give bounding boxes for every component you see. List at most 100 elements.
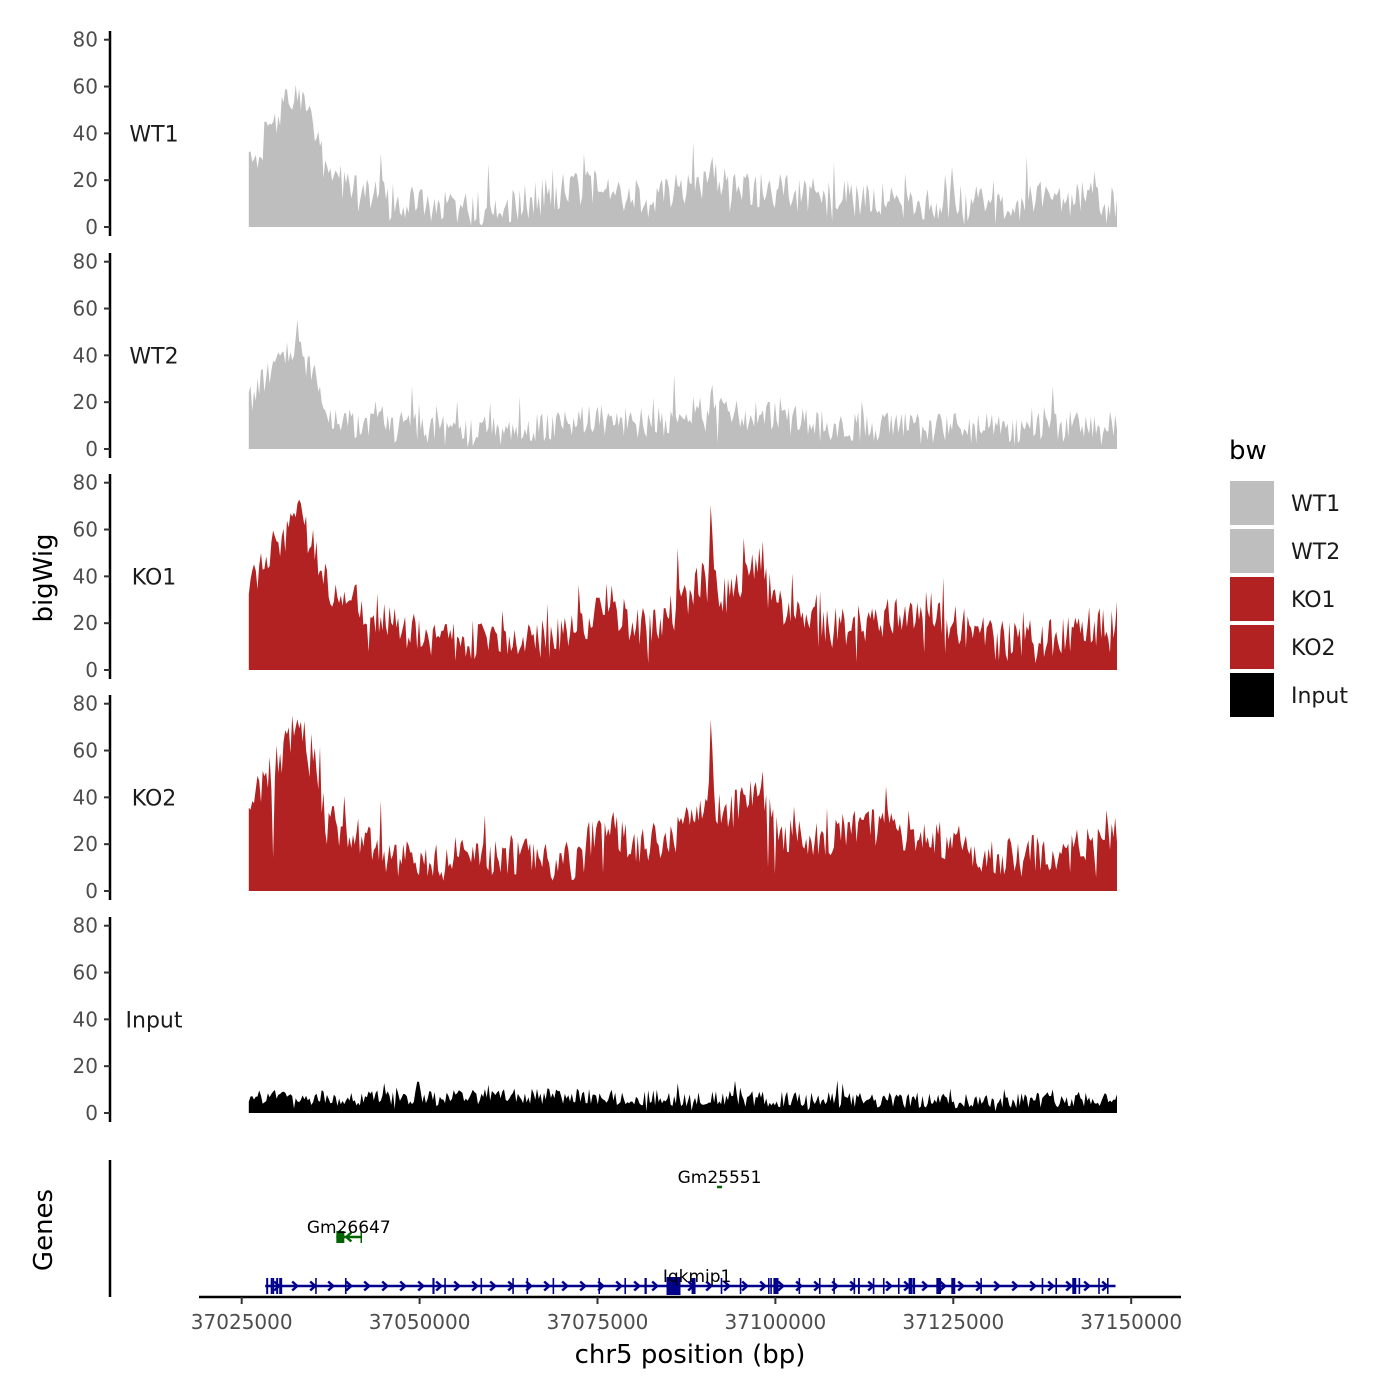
strand-arrow bbox=[1065, 1280, 1074, 1292]
legend-swatch-wt2 bbox=[1230, 529, 1274, 573]
strand-arrow bbox=[705, 1280, 714, 1292]
gene-label: Gm25551 bbox=[678, 1168, 762, 1188]
signal-area-ko1 bbox=[248, 499, 1118, 670]
strand-arrow bbox=[363, 1280, 372, 1292]
y-tick-label: 40 bbox=[73, 121, 98, 145]
x-tick-label: 37150000 bbox=[1080, 1310, 1182, 1334]
strand-arrow bbox=[993, 1280, 1002, 1292]
strand-arrow bbox=[795, 1280, 804, 1292]
gene-iqkmip1: Iqkmip1 bbox=[265, 1267, 1116, 1295]
strand-arrow bbox=[1029, 1280, 1038, 1292]
track-panel-wt1: 0 20 40 60 80 WT1 bbox=[73, 28, 1118, 239]
y-tick-label: 60 bbox=[73, 297, 98, 321]
exon-block bbox=[908, 1278, 913, 1294]
y-tick-label: 40 bbox=[73, 564, 98, 588]
strand-arrow bbox=[345, 1280, 354, 1292]
y-tick-label: 80 bbox=[73, 692, 98, 716]
track-panel-input: 0 20 40 60 80 Input bbox=[73, 914, 1118, 1125]
y-tick-label: 20 bbox=[73, 832, 98, 856]
legend-swatch-ko2 bbox=[1230, 625, 1274, 669]
exon-block bbox=[691, 1278, 696, 1294]
y-tick-label: 40 bbox=[73, 1007, 98, 1031]
strand-arrow bbox=[561, 1280, 570, 1292]
y-tick-label: 20 bbox=[73, 168, 98, 192]
y-tick-label: 60 bbox=[73, 739, 98, 763]
exon-block bbox=[951, 1278, 956, 1294]
y-tick-label: 60 bbox=[73, 518, 98, 542]
strand-arrow bbox=[471, 1280, 480, 1292]
strand-arrow bbox=[651, 1280, 660, 1292]
legend-swatch-ko1 bbox=[1230, 577, 1274, 621]
y-tick-label: 40 bbox=[73, 785, 98, 809]
exon-block bbox=[666, 1277, 681, 1295]
y-tick-label: 0 bbox=[85, 215, 98, 239]
exon-block bbox=[336, 1231, 345, 1243]
strand-arrow bbox=[399, 1280, 408, 1292]
legend: bw WT1 WT2 KO1 KO2 Input bbox=[1229, 436, 1348, 717]
genes-layer: 37025000 37050000 37075000 37100000 37125000… bbox=[108, 1160, 1182, 1334]
legend-label-wt2: WT2 bbox=[1291, 540, 1340, 565]
y-tick-label: 60 bbox=[73, 961, 98, 985]
strand-arrow bbox=[849, 1280, 858, 1292]
gene-gm26647: Gm26647 bbox=[307, 1218, 391, 1243]
track-label-wt1: WT1 bbox=[129, 122, 178, 147]
strand-arrow bbox=[633, 1280, 642, 1292]
strand-arrow bbox=[489, 1280, 498, 1292]
legend-title: bw bbox=[1229, 436, 1267, 466]
legend-swatch-wt1 bbox=[1230, 481, 1274, 525]
strand-arrow bbox=[939, 1280, 948, 1292]
strand-arrow bbox=[777, 1280, 786, 1292]
y-tick-label: 20 bbox=[73, 390, 98, 414]
exon-block bbox=[1072, 1278, 1077, 1294]
strand-arrow bbox=[1047, 1280, 1056, 1292]
x-tick-label: 37100000 bbox=[724, 1310, 826, 1334]
track-label-wt2: WT2 bbox=[129, 344, 178, 369]
track-label-ko2: KO2 bbox=[132, 786, 177, 811]
strand-arrow bbox=[579, 1280, 588, 1292]
exon-block bbox=[937, 1278, 942, 1294]
track-panel-ko2: 0 20 40 60 80 KO2 bbox=[73, 692, 1118, 903]
y-tick-label: 80 bbox=[73, 250, 98, 274]
strand-arrow bbox=[615, 1280, 624, 1292]
y-tick-label: 60 bbox=[73, 75, 98, 99]
strand-arrow bbox=[1011, 1280, 1020, 1292]
strand-arrow bbox=[327, 1280, 336, 1292]
legend-label-input: Input bbox=[1291, 684, 1348, 709]
strand-arrow bbox=[957, 1280, 966, 1292]
track-panel-wt2: 0 20 40 60 80 WT2 bbox=[73, 250, 1118, 461]
strand-arrow bbox=[273, 1280, 282, 1292]
strand-arrow bbox=[453, 1280, 462, 1292]
x-tick-label: 37025000 bbox=[191, 1310, 293, 1334]
y-tick-label: 0 bbox=[85, 658, 98, 682]
signal-area-wt2 bbox=[248, 319, 1118, 449]
y-tick-label: 0 bbox=[85, 437, 98, 461]
y-tick-label: 40 bbox=[73, 343, 98, 367]
tracks-layer: 0 20 40 60 80 WT1 0 20 40 60 80 WT2 0 20 40 60 80 KO1 0 20 4… bbox=[73, 28, 1118, 1125]
strand-arrow bbox=[435, 1280, 444, 1292]
track-panel-ko1: 0 20 40 60 80 KO1 bbox=[73, 471, 1118, 682]
y-tick-label: 0 bbox=[85, 879, 98, 903]
y-tick-label: 20 bbox=[73, 611, 98, 635]
track-label-ko1: KO1 bbox=[132, 565, 177, 590]
x-tick-label: 37050000 bbox=[369, 1310, 471, 1334]
strand-arrow bbox=[885, 1280, 894, 1292]
legend-label-ko1: KO1 bbox=[1291, 588, 1336, 613]
y-tick-label: 80 bbox=[73, 914, 98, 938]
strand-arrow bbox=[543, 1280, 552, 1292]
gene-label: Iqkmip1 bbox=[663, 1267, 732, 1287]
exon-block bbox=[773, 1278, 778, 1294]
x-tick-label: 37125000 bbox=[902, 1310, 1004, 1334]
y-tick-label: 20 bbox=[73, 1054, 98, 1078]
signal-area-ko2 bbox=[248, 715, 1118, 891]
gene-label: Gm26647 bbox=[307, 1218, 391, 1238]
strand-arrow bbox=[1083, 1280, 1092, 1292]
strand-arrow bbox=[921, 1280, 930, 1292]
strand-arrow bbox=[759, 1280, 768, 1292]
legend-swatch-input bbox=[1230, 673, 1274, 717]
y-tick-label: 80 bbox=[73, 471, 98, 495]
strand-arrow bbox=[417, 1280, 426, 1292]
signal-area-wt1 bbox=[248, 84, 1118, 228]
strand-arrow bbox=[344, 1231, 353, 1243]
gene-gm25551: Gm25551 bbox=[678, 1168, 762, 1189]
